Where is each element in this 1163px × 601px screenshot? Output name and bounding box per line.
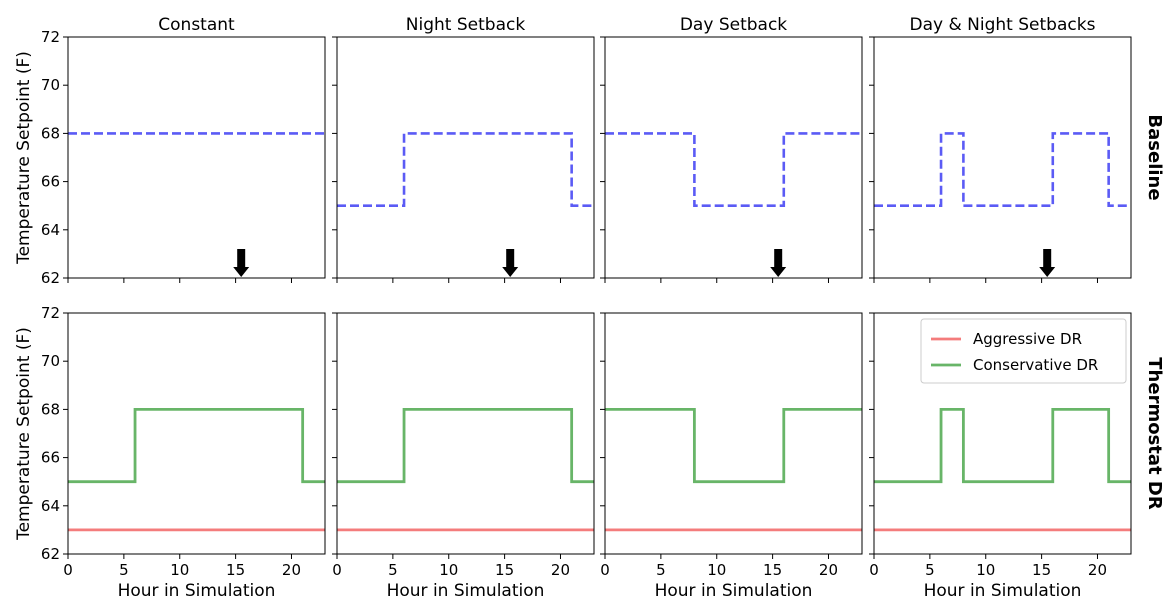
down-arrow-marker (770, 249, 787, 277)
y-tick-label: 72 (41, 28, 60, 46)
panel-0-0: 62 64 66 68 70 72 Constant Temperature Setpoint… (14, 15, 326, 287)
y-tick-label: 70 (41, 76, 60, 94)
conservative-legend-label: Conservative DR (973, 356, 1098, 374)
axes-frame (67, 312, 326, 555)
panel-1-0: 0 5 10 15 20 62 64 66 68 70 72 Temperature Setpoint… (14, 304, 326, 601)
x-tick-label: 10 (707, 561, 726, 579)
x-axis-label: Hour in Simulation (655, 581, 813, 601)
axes-frame (873, 312, 1132, 555)
x-tick-label: 0 (600, 561, 610, 579)
legend-box (920, 318, 1127, 384)
axes-frame (604, 312, 863, 555)
x-tick-label: 15 (763, 561, 782, 579)
x-tick-label: 5 (388, 561, 398, 579)
y-tick-label: 70 (41, 352, 60, 370)
x-tick-label: 20 (282, 561, 301, 579)
y-tick-label: 64 (41, 221, 60, 239)
axes-frame (604, 36, 863, 279)
y-tick-label: 62 (41, 269, 60, 287)
row-label: Baseline (1144, 114, 1163, 200)
x-tick-label: 20 (1088, 561, 1107, 579)
axes-frame (336, 312, 595, 555)
axes-frame (336, 36, 595, 279)
x-tick-label: 0 (869, 561, 879, 579)
x-tick-label: 15 (1032, 561, 1051, 579)
x-tick-label: 5 (656, 561, 666, 579)
panel-0-1: Night Setback (332, 15, 595, 283)
panel-1-1: 0 5 10 15 20 Hour in Simulation (332, 312, 595, 601)
x-tick-label: 20 (551, 561, 570, 579)
y-tick-label: 66 (41, 173, 60, 191)
x-tick-label: 10 (976, 561, 995, 579)
y-tick-label: 62 (41, 545, 60, 563)
x-axis-label: Hour in Simulation (118, 581, 276, 601)
conservative-series-line (337, 407, 594, 484)
x-tick-label: 15 (226, 561, 245, 579)
y-tick-label: 68 (41, 124, 60, 142)
panel-title: Day & Night Setbacks (910, 15, 1096, 35)
panel-1-3: 0 5 10 15 20 Hour in Simulation Aggressive DR C… (869, 312, 1132, 601)
baseline-series-line (874, 132, 1131, 207)
y-axis-label: Temperature Setpoint (F) (14, 51, 34, 265)
legend: Aggressive DR Conservative DR (920, 318, 1127, 384)
down-arrow-marker (1039, 249, 1056, 277)
y-tick-label: 72 (41, 304, 60, 322)
panel-0-3: Day & Night Setbacks (869, 15, 1132, 283)
y-tick-label: 66 (41, 449, 60, 467)
x-tick-label: 10 (170, 561, 189, 579)
conservative-series-line (68, 407, 325, 484)
panel-title: Day Setback (680, 15, 787, 35)
y-axis-label: Temperature Setpoint (F) (14, 327, 34, 541)
x-tick-label: 20 (819, 561, 838, 579)
x-tick-label: 0 (332, 561, 342, 579)
aggressive-legend-label: Aggressive DR (973, 330, 1082, 348)
baseline-series-line (605, 132, 862, 207)
panel-0-2: Day Setback (600, 15, 863, 283)
down-arrow-marker (502, 249, 519, 277)
x-tick-label: 5 (119, 561, 129, 579)
row-label: Thermostat DR (1144, 357, 1163, 510)
x-tick-label: 0 (63, 561, 73, 579)
x-tick-label: 10 (439, 561, 458, 579)
x-axis-label: Hour in Simulation (924, 581, 1082, 601)
x-axis-label: Hour in Simulation (387, 581, 545, 601)
panel-title: Night Setback (406, 15, 526, 35)
axes-frame (873, 36, 1132, 279)
y-tick-label: 68 (41, 400, 60, 418)
conservative-series-line (605, 407, 862, 484)
down-arrow-marker (233, 249, 250, 277)
conservative-series-line (874, 407, 1131, 484)
panel-title: Constant (158, 15, 235, 35)
panel-1-2: 0 5 10 15 20 Hour in Simulation (600, 312, 863, 601)
axes-frame (67, 36, 326, 279)
baseline-series-line (337, 132, 594, 207)
x-tick-label: 15 (495, 561, 514, 579)
y-tick-label: 64 (41, 497, 60, 515)
x-tick-label: 5 (925, 561, 935, 579)
